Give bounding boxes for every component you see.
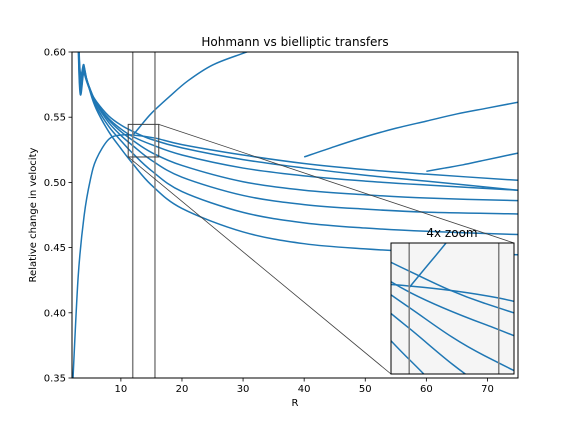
x-tick-label: 60: [420, 384, 433, 395]
main-bielliptic-line-6: [78, 52, 518, 256]
y-tick-label: 0.35: [44, 374, 66, 385]
main-vertical-lines: [131, 52, 156, 378]
x-tick-label: 10: [115, 384, 128, 395]
main-bielliptic-line-2: [77, 52, 518, 191]
x-tick-label: 20: [176, 384, 189, 395]
x-tick-label: 50: [359, 384, 372, 395]
inset-title: 4x zoom: [426, 226, 477, 240]
y-tick-label: 0.55: [44, 113, 66, 124]
y-tick-label: 0.60: [44, 48, 66, 59]
x-axis-label: R: [292, 398, 299, 409]
main-bielliptic-line-4: [78, 52, 518, 215]
main-rising-line-1: [132, 52, 249, 136]
plot-area-frame: [71, 51, 519, 379]
main-bielliptic-line-1: [77, 52, 518, 191]
x-tick-label: 70: [481, 384, 494, 395]
inset-frame: [390, 242, 515, 375]
y-tick-label: 0.40: [44, 308, 66, 319]
main-plot-lines: [72, 52, 518, 378]
zoom-indicator: [127, 123, 515, 375]
zoom-connector-bottom: [127, 156, 392, 375]
y-axis-ticks: 0.35 0.40 0.45 0.50 0.55 0.60: [44, 48, 72, 385]
y-tick-label: 0.50: [44, 178, 66, 189]
y-tick-label: 0.45: [44, 243, 66, 254]
zoom-rectangle: [127, 123, 160, 158]
zoom-connector-top: [158, 123, 515, 244]
main-rising-line-2: [303, 101, 518, 158]
inset-plot-lines: [391, 243, 514, 374]
chart-title: Hohmann vs bielliptic transfers: [201, 35, 388, 49]
inset-zoom-panel: 4x zoom: [390, 226, 515, 375]
main-rising-line-3: [426, 152, 518, 173]
y-axis-label: Relative change in velocity: [28, 147, 39, 282]
inset-vertical-lines: [408, 243, 500, 374]
x-tick-label: 30: [237, 384, 250, 395]
x-axis-ticks: 10 20 30 40 50 60 70: [115, 378, 494, 395]
main-bielliptic-line-3: [77, 52, 518, 202]
main-bielliptic-line-5: [78, 52, 518, 236]
inset-hohmann-line: [391, 283, 514, 303]
x-tick-label: 40: [298, 384, 311, 395]
